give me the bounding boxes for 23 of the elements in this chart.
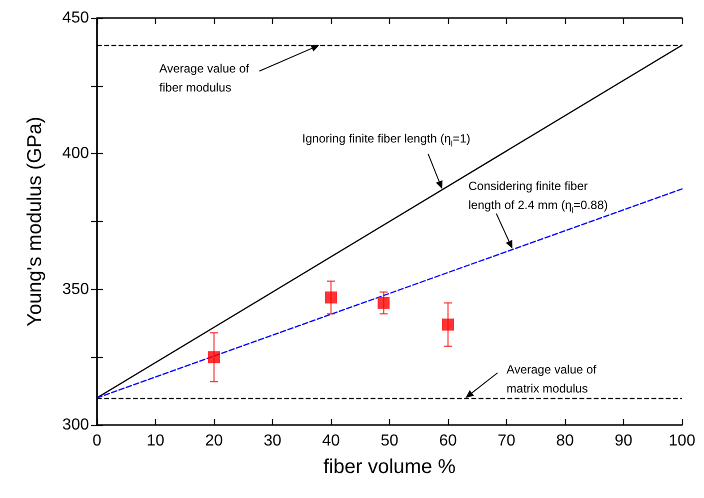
x-tick-label: 100 (668, 432, 696, 450)
x-tick-label: 10 (146, 432, 164, 450)
annotation: Average value of matrix modulus (506, 362, 598, 396)
x-axis-title: fiber volume % (323, 456, 456, 478)
y-tick-label: 300 (62, 416, 90, 434)
x-tick-label: 50 (380, 432, 398, 450)
y-tick-label: 400 (62, 145, 90, 162)
point (442, 318, 454, 331)
annotation: Average value of fiber modulus (159, 62, 250, 95)
x-tick-label: 70 (498, 432, 516, 450)
point (208, 351, 220, 364)
y-tick-label: 350 (62, 280, 90, 298)
x-tick-label: 40 (322, 432, 340, 450)
y-tick-label: 450 (62, 10, 90, 26)
x-tick-label: 30 (264, 432, 282, 450)
x-tick-label: 20 (205, 432, 223, 450)
x-tick-label: 90 (614, 432, 632, 450)
x-tick-label: 80 (556, 432, 574, 450)
x-tick-label: 0 (92, 432, 102, 450)
point (378, 296, 390, 309)
point (325, 291, 337, 304)
y-axis-title: Young's modulus (GPa) (24, 116, 46, 326)
x-tick-label: 60 (439, 432, 457, 450)
